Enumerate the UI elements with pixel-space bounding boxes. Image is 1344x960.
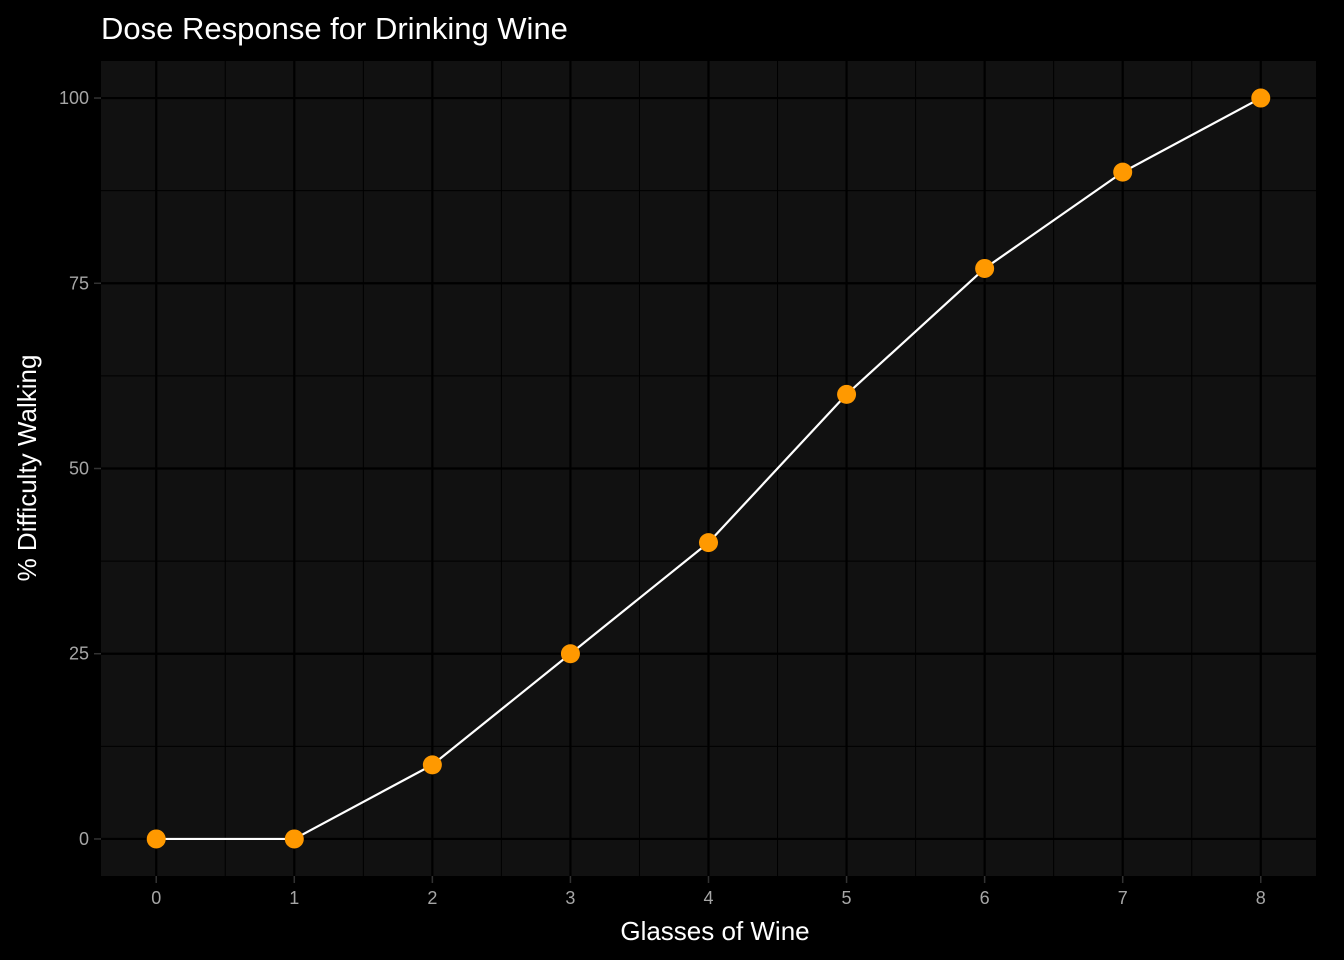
data-point xyxy=(1113,162,1133,182)
y-axis-label: % Difficulty Walking xyxy=(12,355,42,582)
major-gridlines xyxy=(101,61,1316,876)
y-tick-label: 50 xyxy=(69,459,89,479)
chart-title: Dose Response for Drinking Wine xyxy=(101,11,568,46)
data-point xyxy=(837,384,857,404)
x-tick-label: 6 xyxy=(980,888,990,908)
data-point xyxy=(699,533,718,553)
y-tick-label: 75 xyxy=(69,273,89,293)
data-point xyxy=(146,829,166,849)
data-point xyxy=(1251,88,1271,108)
x-tick-label: 4 xyxy=(703,888,713,908)
x-axis-label: Glasses of Wine xyxy=(620,916,809,946)
x-tick-label: 7 xyxy=(1118,888,1128,908)
series-group xyxy=(146,88,1271,849)
data-point xyxy=(560,644,580,664)
data-point xyxy=(284,829,304,849)
x-tick-label: 8 xyxy=(1256,888,1266,908)
y-axis-ticks: 0 25 50 75 100 xyxy=(59,88,101,849)
x-tick-label: 3 xyxy=(565,888,575,908)
y-tick-label: 25 xyxy=(69,644,89,664)
y-tick-label: 100 xyxy=(59,88,89,108)
x-axis-ticks: 0 1 2 3 4 5 6 7 8 xyxy=(151,876,1266,908)
x-tick-label: 2 xyxy=(427,888,437,908)
x-tick-label: 0 xyxy=(151,888,161,908)
y-tick-label: 0 xyxy=(79,829,89,849)
data-point xyxy=(975,258,995,278)
x-tick-label: 1 xyxy=(289,888,299,908)
data-point xyxy=(422,755,442,775)
x-tick-label: 5 xyxy=(842,888,852,908)
